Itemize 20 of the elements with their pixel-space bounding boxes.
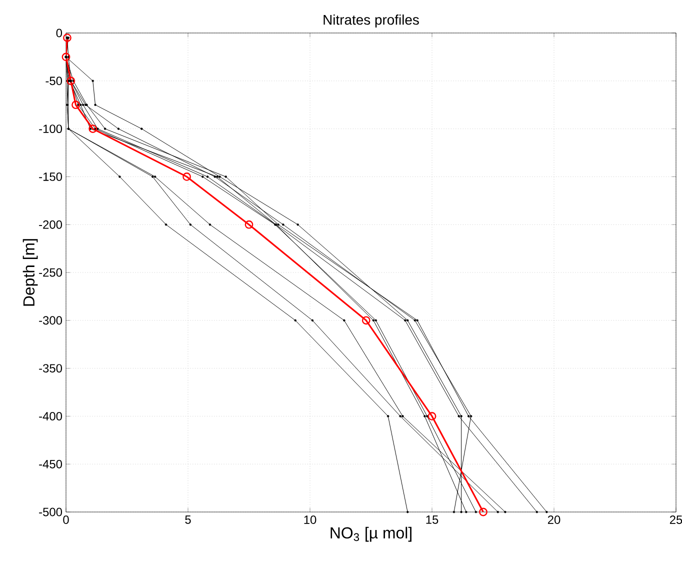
y-tick-label: -200 bbox=[39, 220, 62, 229]
y-tick-label: -350 bbox=[39, 364, 62, 373]
chart-title: Nitrates profiles bbox=[324, 14, 419, 28]
y-tick-label: 0 bbox=[56, 28, 62, 38]
y-tick-label: -150 bbox=[39, 172, 62, 181]
y-axis-title: Depth [m] bbox=[22, 239, 38, 306]
y-tick-label: -50 bbox=[46, 76, 62, 86]
x-tick-label: 20 bbox=[548, 516, 560, 524]
y-tick-label: -250 bbox=[39, 268, 62, 277]
x-axis-title: NO$_{3}$ [µ mol] bbox=[330, 526, 412, 542]
y-tick-label: -100 bbox=[39, 124, 62, 134]
x-tick-label: 25 bbox=[670, 516, 682, 524]
y-tick-label: -500 bbox=[39, 508, 62, 516]
x-tick-label: 0 bbox=[63, 516, 69, 524]
x-tick-label: 10 bbox=[304, 516, 316, 524]
x-tick-label: 5 bbox=[185, 516, 191, 524]
y-tick-label: -300 bbox=[39, 316, 62, 325]
x-tick-label: 15 bbox=[426, 516, 438, 524]
y-tick-label: -450 bbox=[39, 460, 62, 468]
y-tick-label: -400 bbox=[39, 412, 62, 420]
